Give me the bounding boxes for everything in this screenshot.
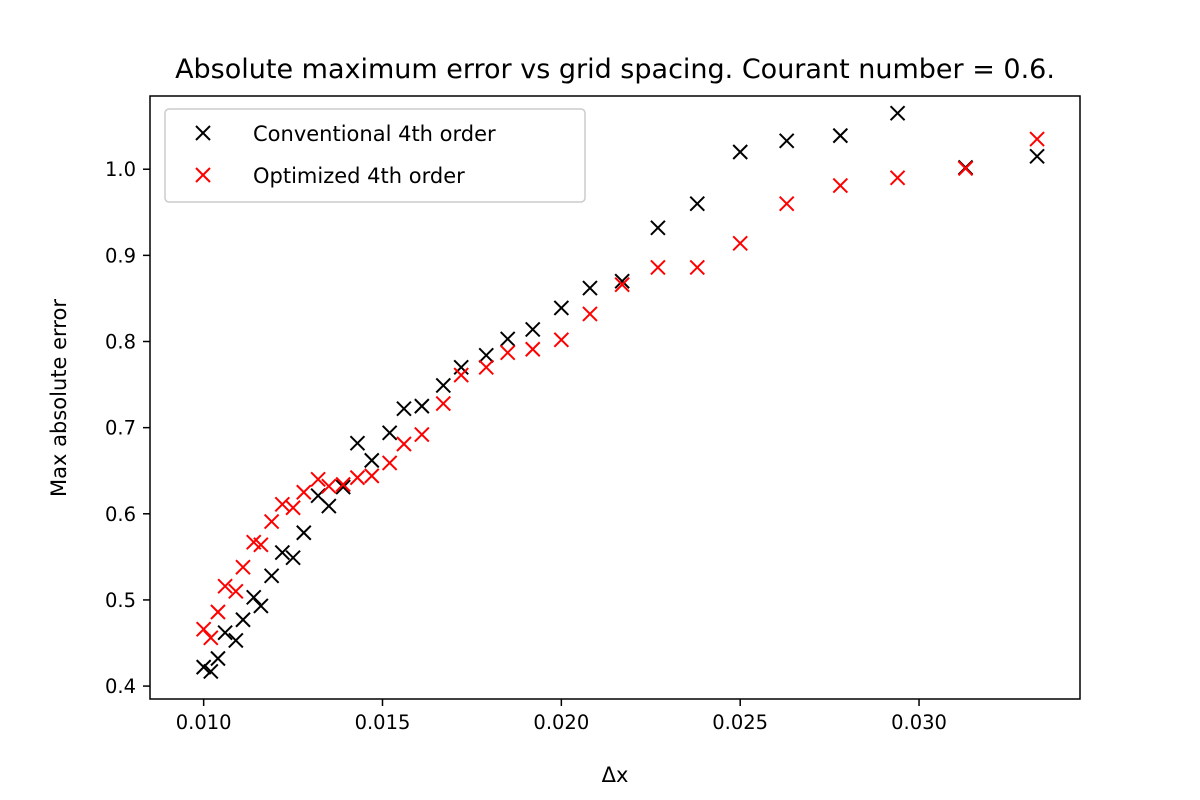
data-point <box>553 332 570 348</box>
data-point <box>414 398 430 414</box>
data-point <box>525 341 541 357</box>
plot-frame <box>149 95 1081 700</box>
x-tick-label: 0.010 <box>176 711 232 734</box>
data-point <box>364 468 380 484</box>
data-point <box>228 583 244 600</box>
data-point <box>650 259 666 276</box>
y-tick-label: 0.6 <box>105 503 136 526</box>
data-point <box>210 650 226 667</box>
data-point <box>195 659 212 675</box>
legend-label-optimized: Optimized 4th order <box>253 164 465 188</box>
series-1 <box>195 131 1045 646</box>
data-point <box>778 133 795 149</box>
data-point <box>321 478 337 494</box>
data-point <box>435 377 452 394</box>
data-point <box>396 400 412 417</box>
data-point <box>381 425 398 441</box>
data-point <box>732 235 748 252</box>
legend-marker-optimized <box>195 167 211 183</box>
data-point <box>453 359 469 376</box>
x-tick-label: 0.030 <box>891 711 947 734</box>
data-point <box>650 220 666 236</box>
y-axis-ticks: 0.4 0.5 0.6 0.7 0.8 0.9 1.0 <box>105 158 150 698</box>
legend: Conventional 4th order Optimized 4th ord… <box>164 108 586 203</box>
x-tick-label: 0.025 <box>712 711 768 734</box>
data-point <box>217 624 233 641</box>
data-point <box>296 484 312 500</box>
data-point <box>381 455 398 471</box>
data-point <box>228 632 244 649</box>
legend-marker-glyph <box>195 167 211 183</box>
y-tick-label: 1.0 <box>105 158 136 181</box>
data-point <box>414 426 430 443</box>
data-point <box>1029 148 1045 165</box>
data-point <box>263 568 280 584</box>
data-point <box>732 144 748 160</box>
data-point <box>1029 131 1045 147</box>
data-point <box>217 578 233 594</box>
data-point <box>321 498 337 514</box>
y-axis-label: Max absolute error <box>47 299 71 497</box>
data-point <box>335 479 351 495</box>
data-point <box>499 344 516 361</box>
data-point <box>335 476 351 493</box>
y-tick-label: 0.8 <box>105 331 136 354</box>
data-point <box>285 550 301 566</box>
data-point <box>274 544 291 561</box>
data-point <box>889 170 906 186</box>
y-tick-label: 0.4 <box>105 675 136 698</box>
data-point <box>525 321 541 338</box>
y-tick-label: 0.9 <box>105 244 136 267</box>
data-point <box>253 598 269 614</box>
plot-marks <box>195 105 1045 680</box>
data-point <box>478 347 494 363</box>
series-0 <box>195 105 1045 680</box>
data-point <box>832 177 849 194</box>
data-point <box>582 306 598 322</box>
data-point <box>364 452 380 469</box>
legend-marker-glyph <box>195 125 211 141</box>
data-point <box>246 589 262 606</box>
data-point <box>285 500 301 516</box>
x-tick-label: 0.015 <box>355 711 411 734</box>
y-tick-label: 0.7 <box>105 417 136 440</box>
data-point <box>296 525 312 541</box>
data-point <box>274 496 291 513</box>
data-point <box>253 537 269 553</box>
y-tick-label: 0.5 <box>105 589 136 612</box>
data-point <box>235 559 251 575</box>
data-point <box>689 259 705 276</box>
data-point <box>349 469 366 486</box>
data-point <box>582 280 598 296</box>
data-point <box>195 621 212 637</box>
data-point <box>310 471 326 488</box>
data-point <box>614 276 630 293</box>
data-point <box>203 663 219 680</box>
data-point <box>453 367 469 383</box>
data-point <box>778 195 795 212</box>
data-point <box>349 435 366 451</box>
data-point <box>396 436 412 452</box>
legend-box <box>164 108 586 203</box>
legend-marker-conventional <box>195 125 211 141</box>
data-point <box>499 331 516 347</box>
data-point <box>889 105 906 121</box>
data-point <box>957 160 974 177</box>
data-point <box>553 300 570 316</box>
chart-title: Absolute maximum error vs grid spacing. … <box>175 54 1055 85</box>
data-point <box>435 395 452 412</box>
data-point <box>203 630 219 646</box>
data-point <box>263 513 280 530</box>
data-point <box>478 359 494 376</box>
legend-label-conventional: Conventional 4th order <box>253 122 496 146</box>
data-point <box>210 604 226 620</box>
x-axis-label: Δx <box>602 763 629 787</box>
data-point <box>832 127 849 144</box>
data-point <box>689 195 705 212</box>
x-tick-label: 0.020 <box>533 711 589 734</box>
x-axis-ticks: 0.010 0.015 0.020 0.025 0.030 <box>176 699 947 734</box>
data-point <box>614 273 630 289</box>
data-point <box>235 612 251 628</box>
